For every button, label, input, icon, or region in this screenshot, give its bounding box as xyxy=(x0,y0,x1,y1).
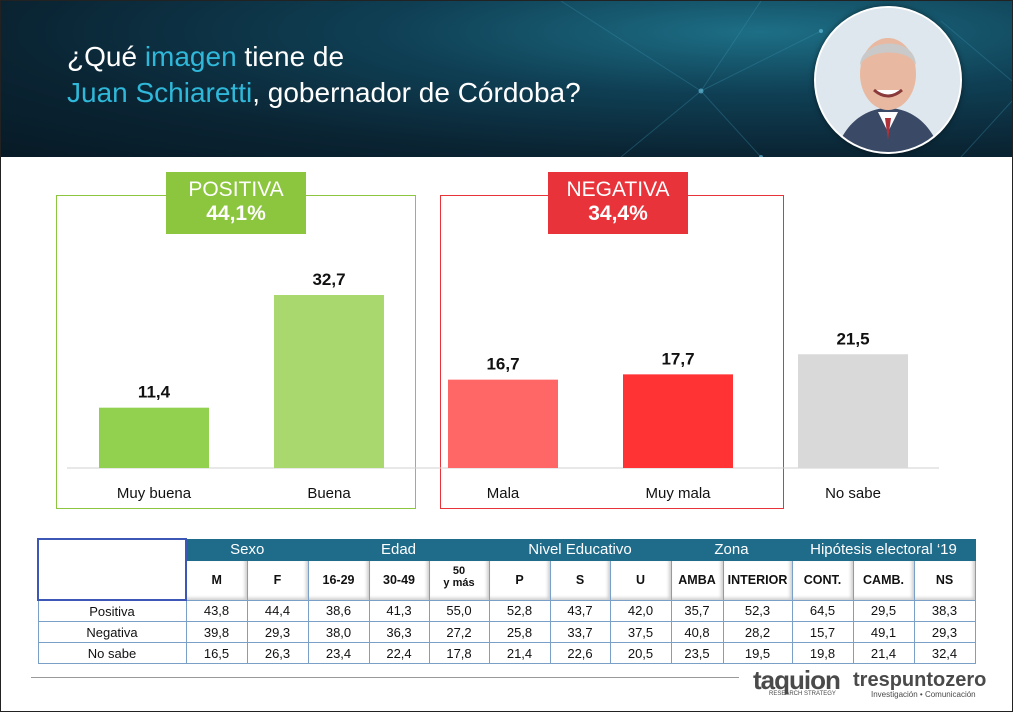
governor-portrait xyxy=(814,6,962,154)
table-column-header: 30-49 xyxy=(368,559,430,601)
table-row: Positiva 43,8 44,4 38,6 41,3 55,0 52,8 43,7 42,0… xyxy=(37,599,976,622)
bar-value-label: 21,5 xyxy=(836,329,869,348)
row-label: Positiva xyxy=(37,599,187,622)
bar-chart: 11,4 Muy buena 32,7 Buena 16,7 Mala 17,7 Muy ma… xyxy=(67,270,939,502)
table-cell: 21,4 xyxy=(852,642,915,664)
table-group-header: Nivel Educativo xyxy=(488,538,672,561)
table-column-header: U xyxy=(609,559,672,601)
table-row: No sabe 16,5 26,3 23,4 22,4 17,8 21,4 22,6 20,5 2… xyxy=(37,642,976,664)
table-group-header: Sexo xyxy=(185,538,309,561)
table-cell: 29,5 xyxy=(852,599,915,622)
bar-muy-buena xyxy=(99,407,209,468)
table-cell: 33,7 xyxy=(549,621,611,643)
negativa-tag: NEGATIVA 34,4% xyxy=(548,172,688,234)
table-cell: 38,0 xyxy=(307,621,370,643)
table-column-header: S xyxy=(549,559,611,601)
table-cell: 36,3 xyxy=(368,621,430,643)
table-cell: 38,3 xyxy=(913,599,976,622)
table-cell: 25,8 xyxy=(488,621,551,643)
positiva-tag: POSITIVA 44,1% xyxy=(166,172,306,234)
negativa-label: NEGATIVA xyxy=(566,178,670,201)
table-column-header: CONT. xyxy=(791,559,854,601)
table-group-header: Hipótesis electoral ‘19 xyxy=(791,538,976,561)
bar-value-label: 17,7 xyxy=(661,349,694,368)
bar-no-sabe xyxy=(798,354,908,468)
table-cell: 29,3 xyxy=(246,621,309,643)
category-label: No sabe xyxy=(825,485,881,502)
table-cell: 49,1 xyxy=(852,621,915,643)
table-column-header: AMBA xyxy=(670,559,724,601)
table-cell: 64,5 xyxy=(791,599,854,622)
page-title: ¿Qué imagen tiene de Juan Schiaretti, go… xyxy=(67,41,581,108)
category-label: Mala xyxy=(487,485,520,502)
table-cell: 43,8 xyxy=(185,599,248,622)
table-cell: 32,4 xyxy=(913,642,976,664)
table-cell: 19,8 xyxy=(791,642,854,664)
table-cell: 20,5 xyxy=(609,642,672,664)
table-cell: 26,3 xyxy=(246,642,309,664)
table-cell: 23,5 xyxy=(670,642,724,664)
bar-buena xyxy=(274,295,384,468)
negativa-percent: 34,4% xyxy=(588,202,648,225)
row-label: Negativa xyxy=(37,621,187,643)
table-cell: 29,3 xyxy=(913,621,976,643)
bar-mala xyxy=(448,379,558,468)
positiva-percent: 44,1% xyxy=(206,202,266,225)
table-cell: 37,5 xyxy=(609,621,672,643)
table-cell: 22,6 xyxy=(549,642,611,664)
table-column-header: M xyxy=(185,559,248,601)
network-background-graphic xyxy=(560,1,1012,157)
table-row: Negativa 39,8 29,3 38,0 36,3 27,2 25,8 33,7 37,5… xyxy=(37,621,976,643)
table-cell: 43,7 xyxy=(549,599,611,622)
table-group-header: Zona xyxy=(670,538,793,561)
table-column-header: 50 y más xyxy=(428,559,490,601)
footer-divider xyxy=(31,677,739,678)
bar-value-label: 11,4 xyxy=(138,383,171,402)
positiva-label: POSITIVA xyxy=(188,178,284,201)
table-cell: 21,4 xyxy=(488,642,551,664)
table-cell: 16,5 xyxy=(185,642,248,664)
table-cell: 40,8 xyxy=(670,621,724,643)
table-column-header: 16-29 xyxy=(307,559,370,601)
table-cell: 39,8 xyxy=(185,621,248,643)
table-cell: 55,0 xyxy=(428,599,490,622)
header-banner: ¿Qué imagen tiene de Juan Schiaretti, go… xyxy=(1,1,1012,157)
table-cell: 15,7 xyxy=(791,621,854,643)
bar-value-label: 32,7 xyxy=(312,270,345,289)
table-group-header: Edad xyxy=(307,538,490,561)
table-cell: 27,2 xyxy=(428,621,490,643)
table-corner xyxy=(37,538,187,601)
trespuntozero-logo-tagline: Investigación • Comunicación xyxy=(871,690,976,699)
portrait-image xyxy=(816,8,960,152)
table-column-header: CAMB. xyxy=(852,559,915,601)
table-cell: 52,3 xyxy=(722,599,793,622)
table-cell: 44,4 xyxy=(246,599,309,622)
trespuntozero-logo: trespuntozero xyxy=(853,669,987,691)
table-column-header: F xyxy=(246,559,309,601)
table-column-header: NS xyxy=(913,559,976,601)
table-cell: 17,8 xyxy=(428,642,490,664)
taquion-logo: taquion xyxy=(753,665,841,695)
row-label: No sabe xyxy=(37,642,187,664)
category-label: Buena xyxy=(307,485,351,502)
table-cell: 52,8 xyxy=(488,599,551,622)
table-cell: 23,4 xyxy=(307,642,370,664)
table-cell: 19,5 xyxy=(722,642,793,664)
table-cell: 28,2 xyxy=(722,621,793,643)
table-cell: 42,0 xyxy=(609,599,672,622)
table-cell: 38,6 xyxy=(307,599,370,622)
category-label: Muy mala xyxy=(645,485,711,502)
table-column-header: INTERIOR xyxy=(722,559,793,601)
table-column-header: P xyxy=(488,559,551,601)
taquion-logo-tagline: RESEARCH STRATEGY xyxy=(769,691,836,697)
table-cell: 22,4 xyxy=(368,642,430,664)
crosstab-table: Sexo Edad Nivel Educativo Zona Hipótesis ele… xyxy=(37,538,976,664)
table-cell: 35,7 xyxy=(670,599,724,622)
bar-value-label: 16,7 xyxy=(486,355,519,374)
table-cell: 41,3 xyxy=(368,599,430,622)
category-label: Muy buena xyxy=(117,485,192,502)
bar-muy-mala xyxy=(623,374,733,468)
